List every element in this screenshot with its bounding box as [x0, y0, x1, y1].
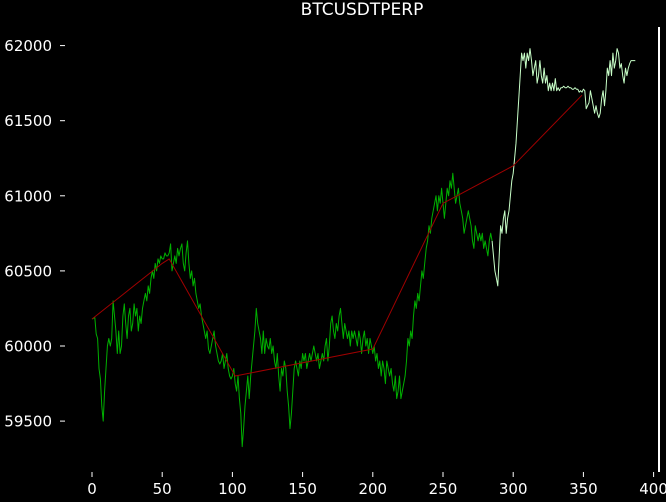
x-tick-label: 350 [569, 480, 598, 498]
y-tick-label: 61500 [4, 112, 52, 130]
y-tick-label: 62000 [4, 37, 52, 55]
y-axis: 59500 60000 60500 61000 61500 62000 [4, 37, 65, 431]
x-tick-label: 150 [288, 480, 317, 498]
chart-title: BTCUSDTPERP [301, 0, 424, 20]
y-tick-label: 59500 [4, 413, 52, 431]
x-tick-label: 200 [358, 480, 387, 498]
x-tick-label: 100 [218, 480, 247, 498]
x-tick-label: 250 [429, 480, 458, 498]
x-axis: 0 50 100 150 200 250 300 350 400 [87, 472, 666, 498]
y-tick-label: 61000 [4, 187, 52, 205]
y-tick-label: 60000 [4, 338, 52, 356]
price-series-green [91, 172, 493, 448]
trend-line [91, 94, 583, 377]
x-tick-label: 300 [499, 480, 528, 498]
series-layer [91, 48, 636, 448]
x-tick-label: 50 [153, 480, 172, 498]
y-tick-label: 60500 [4, 262, 52, 280]
x-tick-label: 400 [639, 480, 666, 498]
x-tick-label: 0 [87, 480, 97, 498]
price-series-light [491, 48, 636, 287]
